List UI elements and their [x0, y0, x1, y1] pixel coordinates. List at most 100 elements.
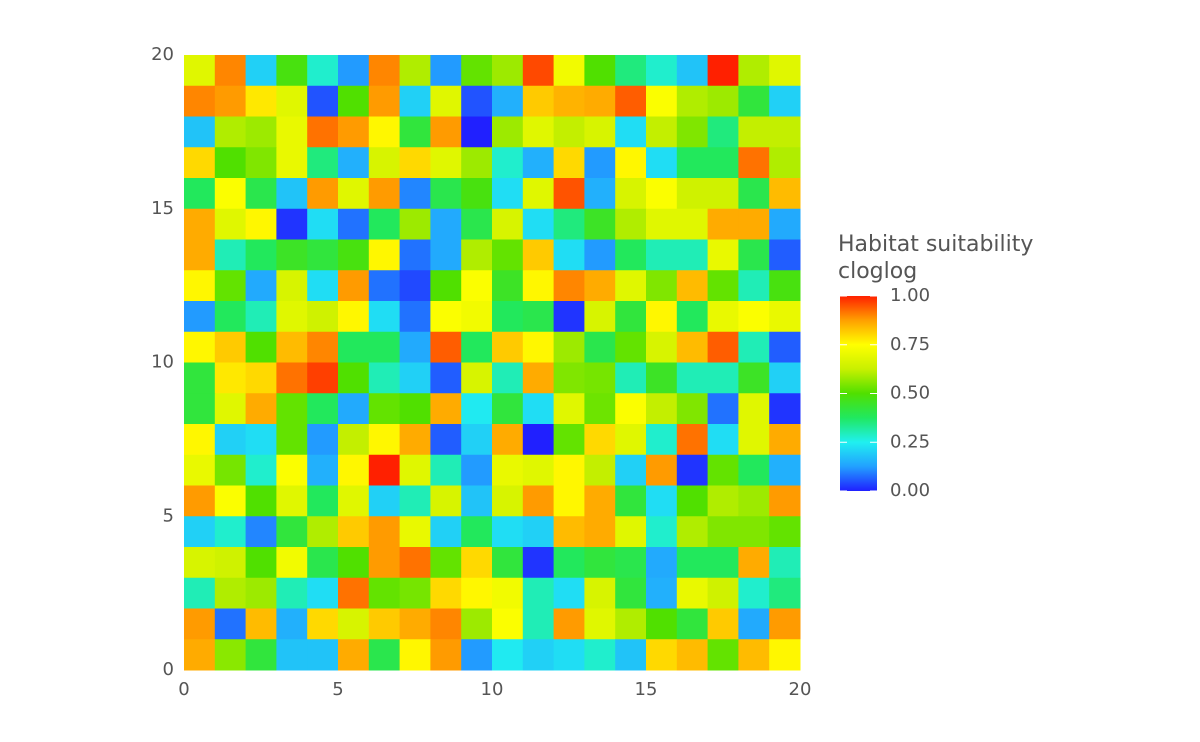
colorbar-tick-label: 0.50 [890, 383, 930, 404]
heatmap-cell [368, 516, 401, 548]
heatmap-cell [399, 85, 431, 117]
heatmap-cell [522, 608, 555, 640]
heatmap-cell [553, 454, 585, 486]
heatmap-cell [214, 178, 247, 210]
heatmap-cell [399, 55, 431, 87]
heatmap-cell [430, 454, 462, 486]
heatmap-cell [430, 239, 462, 271]
heatmap-cell [184, 55, 216, 87]
heatmap-cell [769, 608, 801, 640]
heatmap-cell [184, 178, 216, 210]
heatmap-cell [769, 270, 801, 302]
heatmap-cell [214, 454, 247, 486]
heatmap-cell [522, 424, 555, 456]
heatmap-cell [461, 301, 493, 333]
heatmap-cell [368, 485, 401, 517]
heatmap-cell [522, 147, 555, 179]
y-tick-label: 20 [151, 44, 174, 65]
heatmap-cell [338, 147, 370, 179]
heatmap-cell [368, 577, 401, 609]
heatmap-cell [584, 55, 616, 87]
x-tick-label: 0 [178, 679, 189, 700]
heatmap-cell [184, 639, 216, 671]
heatmap-cell [461, 516, 493, 548]
heatmap-cell [615, 178, 647, 210]
heatmap-cell [553, 270, 585, 302]
y-tick-label: 0 [163, 659, 174, 680]
heatmap-cell [245, 116, 277, 148]
heatmap-cell [584, 393, 616, 425]
heatmap-cell [769, 116, 801, 148]
heatmap-cell [276, 239, 308, 271]
heatmap-cell [338, 208, 370, 240]
heatmap-cell [245, 147, 277, 179]
heatmap-cell [676, 516, 709, 548]
heatmap-cell [461, 485, 493, 517]
heatmap-cell [430, 362, 462, 394]
heatmap-cell [307, 147, 339, 179]
heatmap-cell [245, 85, 277, 117]
heatmap-cell [676, 331, 709, 363]
heatmap-cell [646, 362, 678, 394]
heatmap-cell [769, 424, 801, 456]
heatmap-cell [707, 239, 739, 271]
heatmap-cell [461, 424, 493, 456]
heatmap-cell [307, 208, 339, 240]
heatmap-cell [307, 424, 339, 456]
heatmap-cell [738, 485, 770, 517]
heatmap-cell [368, 393, 401, 425]
heatmap-cell [430, 147, 462, 179]
heatmap-cell [368, 178, 401, 210]
heatmap-cell [214, 239, 247, 271]
heatmap-cell [276, 608, 308, 640]
heatmap-cell [707, 577, 739, 609]
heatmap-cell [338, 55, 370, 87]
heatmap-cell [769, 547, 801, 579]
heatmap-cell [245, 331, 277, 363]
heatmap-cell [430, 547, 462, 579]
heatmap-cell [707, 424, 739, 456]
heatmap-cell [368, 239, 401, 271]
heatmap-cell [707, 393, 739, 425]
heatmap-cell [707, 178, 739, 210]
heatmap-cell [553, 393, 585, 425]
heatmap-cell [368, 270, 401, 302]
heatmap-cell [338, 85, 370, 117]
heatmap-cell [276, 301, 308, 333]
heatmap-cell [399, 331, 431, 363]
heatmap-cell [430, 116, 462, 148]
heatmap-cell [492, 424, 524, 456]
heatmap-cell [584, 424, 616, 456]
heatmap-cell [276, 424, 308, 456]
heatmap-cell [738, 362, 770, 394]
heatmap-cell [615, 362, 647, 394]
heatmap-cell [553, 424, 585, 456]
heatmap-cell [646, 85, 678, 117]
heatmap-cell [769, 301, 801, 333]
heatmap-cell [615, 239, 647, 271]
heatmap-cell [276, 331, 308, 363]
heatmap-cell [553, 55, 585, 87]
heatmap-cell [738, 301, 770, 333]
heatmap-cell [430, 270, 462, 302]
heatmap-cell [276, 485, 308, 517]
heatmap-cell [338, 331, 370, 363]
heatmap-cell [184, 270, 216, 302]
heatmap-cell [492, 608, 524, 640]
heatmap-cell [307, 239, 339, 271]
heatmap-cell [553, 85, 585, 117]
heatmap-cell [276, 393, 308, 425]
heatmap-cell [646, 639, 678, 671]
heatmap-cell [368, 362, 401, 394]
heatmap-cell [368, 331, 401, 363]
heatmap-cell [522, 85, 555, 117]
heatmap-cell [214, 485, 247, 517]
heatmap-cell [615, 147, 647, 179]
heatmap-cell [338, 393, 370, 425]
heatmap-cell [399, 393, 431, 425]
heatmap-cell [276, 362, 308, 394]
heatmap-cell [430, 424, 462, 456]
heatmap-cell [338, 639, 370, 671]
heatmap-cell [368, 454, 401, 486]
heatmap-cell [522, 639, 555, 671]
